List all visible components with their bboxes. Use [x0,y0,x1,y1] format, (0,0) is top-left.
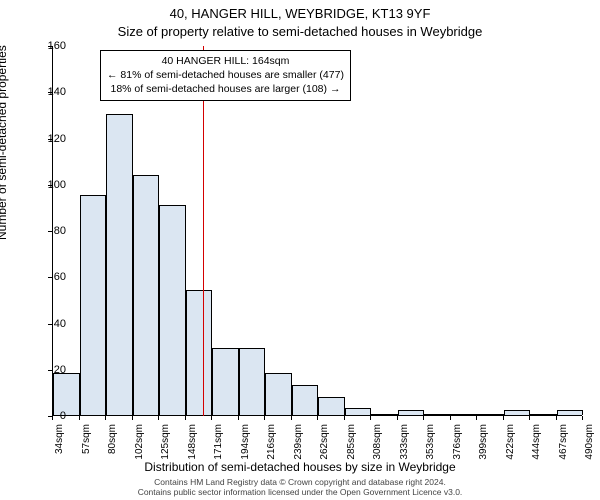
xtick-label: 216sqm [266,424,277,474]
xtick-label: 285sqm [346,424,357,474]
annotation-line: 40 HANGER HILL: 164sqm [107,54,344,68]
attribution-line1: Contains HM Land Registry data © Crown c… [154,477,446,487]
xtick-label: 34sqm [54,424,65,474]
xtick-mark [582,416,583,420]
xtick-label: 171sqm [213,424,224,474]
xtick-mark [52,416,53,420]
marker-line [203,46,204,416]
xtick-mark [79,416,80,420]
annotation-line: 18% of semi-detached houses are larger (… [107,82,344,96]
xtick-mark [476,416,477,420]
xtick-label: 422sqm [505,424,516,474]
xtick-mark [397,416,398,420]
xtick-label: 262sqm [319,424,330,474]
histogram-bar [371,414,398,415]
histogram-bar [557,410,584,415]
histogram-bar [239,348,266,415]
xtick-label: 125sqm [160,424,171,474]
xtick-mark [238,416,239,420]
histogram-bar [424,414,451,415]
xtick-mark [344,416,345,420]
chart-container: 40, HANGER HILL, WEYBRIDGE, KT13 9YF Siz… [0,0,600,500]
xtick-label: 80sqm [107,424,118,474]
ytick-label: 40 [54,318,66,330]
chart-title-main: 40, HANGER HILL, WEYBRIDGE, KT13 9YF [0,6,600,21]
xtick-mark [556,416,557,420]
xtick-label: 57sqm [81,424,92,474]
xtick-label: 102sqm [134,424,145,474]
xtick-label: 399sqm [478,424,489,474]
histogram-bar [318,397,345,416]
xtick-mark [105,416,106,420]
histogram-bar [504,410,531,415]
plot-area [52,46,582,416]
ytick-label: 0 [60,410,66,422]
ytick-mark [48,92,52,93]
xtick-mark [529,416,530,420]
xtick-mark [185,416,186,420]
ytick-label: 80 [54,225,66,237]
xtick-label: 308sqm [372,424,383,474]
xtick-mark [423,416,424,420]
annotation-box: 40 HANGER HILL: 164sqm← 81% of semi-deta… [100,50,351,101]
xtick-label: 467sqm [558,424,569,474]
histogram-bar [451,414,478,415]
histogram-bar [477,414,504,415]
attribution-text: Contains HM Land Registry data © Crown c… [0,477,600,498]
ytick-mark [48,231,52,232]
ytick-mark [48,185,52,186]
xtick-label: 353sqm [425,424,436,474]
xtick-label: 376sqm [452,424,463,474]
ytick-mark [48,46,52,47]
ytick-mark [48,277,52,278]
histogram-bar [186,290,213,415]
histogram-bar [398,410,425,415]
ytick-mark [48,370,52,371]
xtick-mark [264,416,265,420]
histogram-bar [53,373,80,415]
histogram-bar [530,414,557,415]
histogram-bar [80,195,107,415]
histogram-bar [345,408,372,415]
chart-title-sub: Size of property relative to semi-detach… [0,24,600,39]
ytick-label: 60 [54,271,66,283]
xtick-mark [158,416,159,420]
xtick-label: 444sqm [531,424,542,474]
y-axis-label: Number of semi-detached properties [0,45,9,240]
xtick-mark [211,416,212,420]
ytick-label: 20 [54,364,66,376]
ytick-mark [48,324,52,325]
xtick-mark [450,416,451,420]
histogram-bar [106,114,133,415]
histogram-bar [212,348,239,415]
xtick-label: 490sqm [584,424,595,474]
annotation-line: ← 81% of semi-detached houses are smalle… [107,68,344,82]
xtick-mark [370,416,371,420]
histogram-bar [292,385,319,415]
histogram-bar [133,175,160,416]
xtick-mark [317,416,318,420]
ytick-mark [48,139,52,140]
xtick-label: 194sqm [240,424,251,474]
histogram-bar [265,373,292,415]
histogram-bar [159,205,186,415]
xtick-mark [503,416,504,420]
attribution-line2: Contains public sector information licen… [138,487,463,497]
xtick-label: 239sqm [293,424,304,474]
xtick-label: 333sqm [399,424,410,474]
xtick-mark [291,416,292,420]
xtick-label: 148sqm [187,424,198,474]
xtick-mark [132,416,133,420]
